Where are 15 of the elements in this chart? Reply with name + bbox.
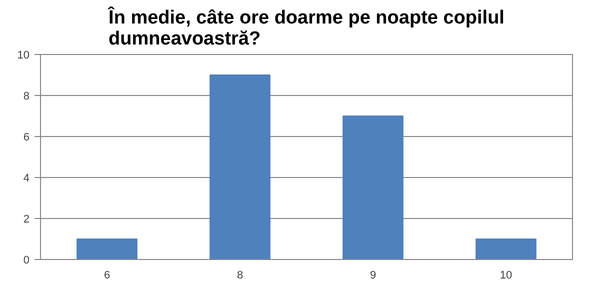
y-tick-label: 4: [23, 172, 30, 184]
x-tick-label: 8: [236, 270, 244, 282]
chart-title: În medie, câte ore doarme pe noapte copilul dumneavoastră?: [108, 6, 504, 50]
y-tick-label: 8: [23, 90, 30, 102]
bar: [76, 238, 138, 260]
y-tick-label: 0: [23, 254, 30, 266]
x-tick-label: 10: [500, 270, 512, 282]
bar: [342, 116, 404, 260]
bar: [476, 238, 536, 260]
y-tick-label: 10: [17, 50, 30, 62]
x-tick-label: 6: [104, 270, 110, 282]
y-tick-label: 2: [23, 214, 30, 226]
bar: [210, 74, 270, 260]
y-tick-label: 6: [23, 132, 30, 144]
x-tick-label: 9: [370, 270, 376, 282]
